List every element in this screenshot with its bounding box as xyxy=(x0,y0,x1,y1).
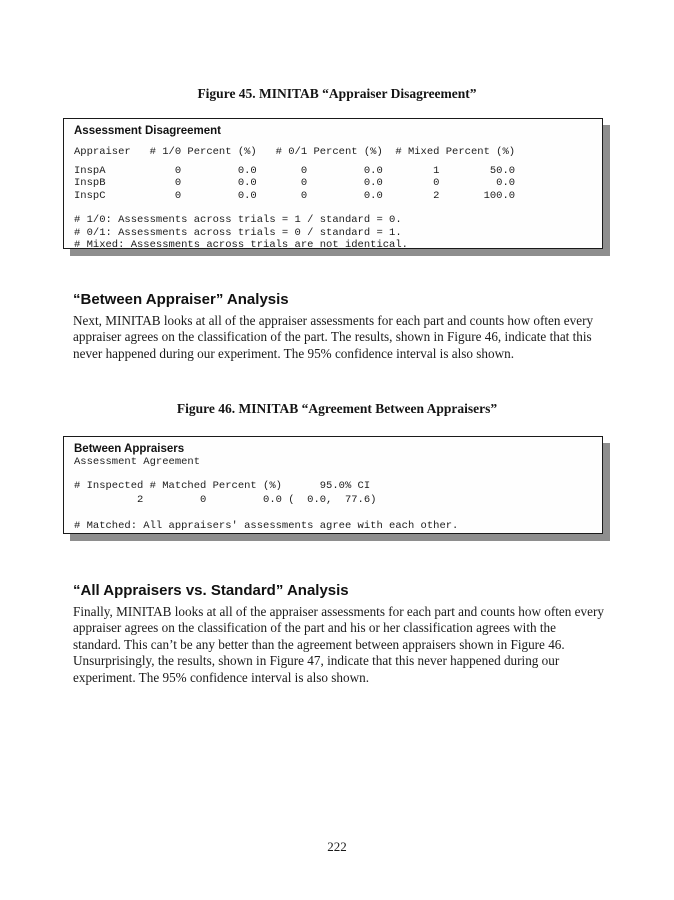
between-appraisers-title: Between Appraisers xyxy=(74,443,185,455)
disagreement-footnotes: # 1/0: Assessments across trials = 1 / s… xyxy=(74,214,408,251)
between-appraiser-paragraph: Next, MINITAB looks at all of the apprai… xyxy=(73,313,594,361)
between-appraiser-heading: “Between Appraiser” Analysis xyxy=(73,291,289,308)
assessment-disagreement-title: Assessment Disagreement xyxy=(74,125,222,137)
all-vs-standard-paragraph: Finally, MINITAB looks at all of the app… xyxy=(73,604,604,685)
minitab-output-box-between-appraisers: Between Appraisers Assessment Agreement … xyxy=(63,436,603,534)
agreement-table-row: 2 0 0.0 ( 0.0, 77.6) xyxy=(74,494,377,506)
assessment-agreement-subtitle: Assessment Agreement xyxy=(74,456,201,468)
all-vs-standard-heading: “All Appraisers vs. Standard” Analysis xyxy=(73,582,349,599)
page-number: 222 xyxy=(327,839,347,854)
disagreement-table-rows: InspA 0 0.0 0 0.0 1 50.0 InspB 0 0.0 0 0… xyxy=(74,164,516,202)
agreement-table-header: # Inspected # Matched Percent (%) 95.0% … xyxy=(74,479,371,492)
disagreement-table-header: Appraiser # 1/0 Percent (%) # 0/1 Percen… xyxy=(74,146,516,158)
figure-45-caption: Figure 45. MINITAB “Appraiser Disagreeme… xyxy=(197,86,477,101)
figure-46-caption: Figure 46. MINITAB “Agreement Between Ap… xyxy=(176,401,498,416)
agreement-footnote: # Matched: All appraisers' assessments a… xyxy=(74,519,459,532)
minitab-output-box-assessment-disagreement: Assessment Disagreement Appraiser # 1/0 … xyxy=(63,118,603,251)
